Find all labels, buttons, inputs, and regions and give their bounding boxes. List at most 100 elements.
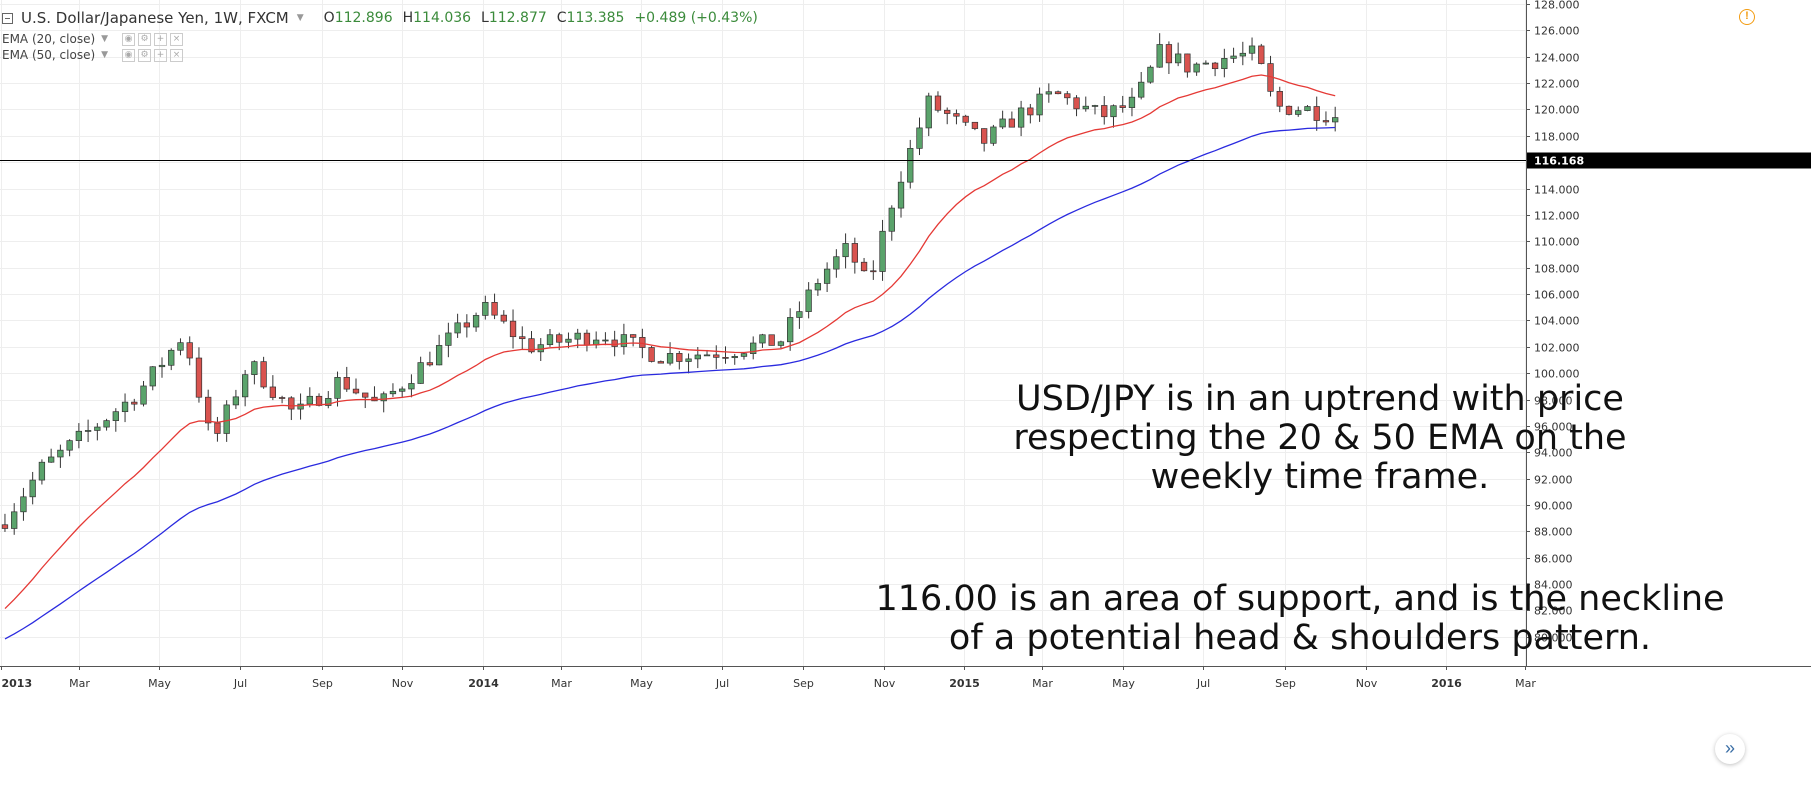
collapse-icon[interactable] [2,12,13,24]
candle [389,383,397,397]
candle [352,378,360,395]
candle [1221,48,1228,78]
time-tick-label: Sep [1275,677,1296,690]
price-tick-label: 110.000 [1534,236,1580,249]
scroll-right-icon[interactable]: » [1715,734,1745,764]
time-tick-label: 2013 [2,677,33,690]
study-ema-20[interactable]: EMA (20, close) ▼ ◉ ⚙ + × [2,30,184,48]
gear-icon[interactable]: ⚙ [138,32,152,46]
candle [722,346,729,364]
chevron-down-icon[interactable]: ▼ [101,34,109,44]
candle [491,293,498,320]
close-icon[interactable]: × [170,32,184,46]
price-tick-label: 94.000 [1534,447,1573,460]
time-tick-label: 2014 [468,677,499,690]
candle [195,347,203,403]
candle [944,107,951,125]
open-label: O [323,10,335,26]
candle [731,353,738,365]
candle [1295,106,1302,117]
time-tick-label: Mar [551,677,572,690]
time-tick-label: Nov [874,677,896,690]
annotation-support: 116.00 is an area of support, and is the… [875,579,1725,658]
candle [426,351,434,367]
candle [925,92,932,137]
price-axis[interactable]: 80.000 82.000 84.000 86.000 88.000 90.000 92.0… [1526,0,1811,799]
candle [47,448,55,463]
time-tick-label: Sep [793,677,814,690]
gear-icon[interactable]: ⚙ [138,48,152,62]
support-price-label: 116.168 [1527,152,1811,169]
candle [823,262,831,293]
change-value: +0.489 (+0.43%) [634,10,758,26]
candle [66,439,73,457]
candle [1027,103,1034,124]
candle [787,308,794,351]
study-ema-50[interactable]: EMA (50, close) ▼ ◉ ⚙ + × [2,46,184,64]
candle [796,301,803,329]
annotation-uptrend: USD/JPY is in an uptrend with price resp… [1013,379,1627,497]
candle [241,369,249,407]
price-tick-label: 92.000 [1534,474,1573,487]
price-tick-label: 84.000 [1534,579,1573,592]
study-label[interactable]: EMA (50, close) [2,48,96,62]
symbol-title[interactable]: U.S. Dollar/Japanese Yen, 1W, FXCM [21,9,289,27]
candle [685,353,692,374]
close-icon[interactable]: × [170,48,184,62]
candle [112,408,119,432]
candle [916,117,923,156]
candle [158,357,166,378]
time-axis[interactable]: 2013 Mar May Jul Sep Nov 2014 Mar May Jul Sep Nov 20… [0,666,1811,690]
time-tick-label: May [1112,677,1135,690]
candle [1239,41,1246,66]
price-tick-label: 118.000 [1534,131,1580,144]
ohlc-values: O112.896 H114.036 L112.877 C113.385 +0.4… [324,10,758,26]
candle [38,459,46,485]
study-buttons: ◉ ⚙ + × [122,32,184,46]
candle [565,332,572,349]
candle [842,233,849,269]
candle [990,124,997,146]
eye-icon[interactable]: ◉ [122,48,136,62]
time-tick-label: Jul [715,677,729,690]
price-tick-label: 82.000 [1534,605,1573,618]
candle [131,398,138,411]
candle [851,237,858,274]
candle [1036,87,1043,122]
candle [232,389,240,410]
study-label[interactable]: EMA (20, close) [2,32,96,46]
chevron-down-icon[interactable]: ▼ [101,50,109,60]
candle [103,418,110,431]
candle [399,386,406,398]
candle [833,249,840,278]
candle [140,380,147,407]
candle [260,356,267,389]
candle [186,336,193,366]
candle [981,128,988,152]
candle [445,322,452,358]
low-label: L [481,10,489,26]
low-value: 112.877 [488,10,547,26]
candle [214,416,221,442]
price-tick-label: 120.000 [1534,104,1580,117]
alert-icon[interactable]: ! [1739,9,1755,25]
candle [278,395,286,404]
candle [888,205,895,241]
candle [750,336,757,360]
time-tick-label: Mar [69,677,90,690]
chevron-down-icon[interactable]: ▼ [296,13,304,23]
candle [713,345,720,369]
candle [177,338,184,356]
candle [20,487,27,521]
ema-50-line [4,126,1336,640]
candle [1008,111,1016,128]
candle [1147,65,1154,84]
plus-icon[interactable]: + [154,32,168,46]
eye-icon[interactable]: ◉ [122,32,136,46]
candle [306,387,313,408]
open-value: 112.896 [334,10,393,26]
candle [1202,60,1210,65]
plus-icon[interactable]: + [154,48,168,62]
